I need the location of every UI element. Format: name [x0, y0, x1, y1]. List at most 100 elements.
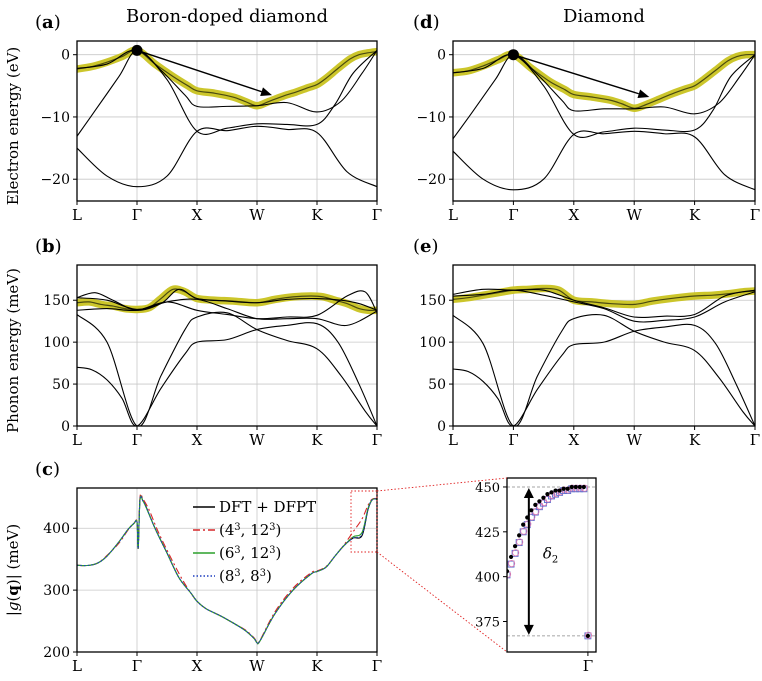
x-tick-label: X	[192, 431, 203, 449]
dft-point	[557, 488, 562, 493]
y-tick-label: 100	[43, 335, 70, 351]
open-circle-point	[520, 527, 528, 535]
y-tick-label: 425	[475, 526, 500, 541]
y-tick-label: 150	[419, 293, 446, 309]
dft-point	[545, 492, 550, 497]
y-axis-label: |g(q)| (meV)	[4, 524, 22, 616]
plot-area-a	[77, 41, 377, 201]
series-line-acoustic2	[453, 314, 755, 426]
series-line-acoustic1	[453, 323, 755, 426]
y-tick-label: 450	[475, 481, 500, 496]
panel-inset: δ2 375 400 425 450 Γ	[475, 477, 597, 675]
plot-area-c	[77, 488, 377, 652]
x-tick-label: Γ	[372, 431, 382, 449]
series-line--8-3-8-3-	[77, 495, 377, 645]
x-tick-label: X	[192, 206, 203, 224]
x-tick-label: L	[72, 431, 82, 449]
delta-arrow-head-up	[523, 487, 534, 498]
dft-point	[537, 499, 542, 504]
open-circle-point	[508, 560, 516, 568]
x-tick-label: K	[311, 657, 323, 675]
series-line-acoustic1	[77, 322, 377, 426]
transition-arrow-head	[260, 87, 272, 96]
panel-b: 0 50 100 150 L Γ X W K Γ (b) Phonon energy (meV)	[4, 236, 382, 449]
x-tick-label: L	[72, 206, 82, 224]
y-tick-label: 150	[43, 293, 70, 309]
x-tick-label: X	[568, 431, 579, 449]
x-tick-label: K	[311, 431, 323, 449]
panel-label: (c)	[35, 459, 60, 480]
x-tick-label: W	[249, 657, 265, 675]
axes-frame	[76, 487, 378, 653]
panel-label: (a)	[35, 12, 61, 33]
axes-frame	[76, 264, 378, 427]
dft-point	[529, 508, 534, 513]
axes-frame	[452, 40, 756, 202]
panel-a: 0 −10 −20 L Γ X W K Γ (a) Boron-doped diamond Elect…	[4, 6, 382, 224]
open-square-point	[511, 549, 519, 557]
delta-arrow-head-down	[523, 624, 534, 635]
dft-point	[561, 486, 566, 491]
panel-label: (d)	[413, 12, 440, 33]
panel-e: 0 50 100 150 L Γ X W K Γ (e)	[413, 236, 760, 449]
y-tick-label: 50	[428, 377, 446, 393]
x-tick-label: W	[249, 431, 265, 449]
open-square-point	[507, 571, 511, 579]
zoom-line-top	[376, 477, 508, 492]
y-tick-label: 0	[437, 48, 446, 64]
y-tick-label: 0	[61, 48, 70, 64]
y-tick-label: −10	[40, 110, 70, 126]
panel-label: (b)	[35, 236, 62, 257]
series-line-band1	[77, 49, 377, 137]
legend-label: (43, 123)	[219, 521, 281, 539]
dft-point	[508, 554, 514, 560]
dft-point	[565, 486, 570, 491]
x-tick-label: K	[689, 206, 701, 224]
x-tick-label: Γ	[508, 206, 518, 224]
dft-point	[585, 633, 591, 638]
x-tick-label: X	[192, 657, 203, 675]
highlight-band	[77, 46, 377, 110]
highlight-band	[453, 50, 755, 112]
plot-area-d	[453, 41, 755, 201]
y-tick-label: −20	[40, 172, 70, 188]
series-line-band1	[453, 54, 755, 140]
x-tick-label: W	[249, 206, 265, 224]
plot-area-e	[453, 265, 755, 426]
x-tick-label: X	[568, 206, 579, 224]
x-tick-label: K	[311, 206, 323, 224]
series-line-optical3	[77, 297, 377, 327]
series-line-optical1	[453, 289, 755, 323]
x-tick-label: K	[689, 431, 701, 449]
axes-frame	[452, 264, 756, 427]
transition-arrow-head	[637, 89, 650, 99]
open-square-point	[584, 632, 592, 640]
x-tick-label: W	[626, 206, 642, 224]
x-tick-label: Γ	[750, 206, 760, 224]
highlight-band	[453, 284, 755, 309]
series-line-acoustic2	[77, 311, 377, 426]
panel-c: 200 300 400 L Γ X W K Γ (c) |g(q)| (meV) DFT + DFPT…	[4, 459, 382, 675]
series-line-optical2	[453, 288, 755, 319]
series-line-optical1	[77, 290, 377, 320]
plot-area-inset	[507, 478, 596, 652]
dft-point	[512, 544, 518, 549]
dft-point	[573, 484, 578, 490]
x-tick-label: Γ	[132, 206, 142, 224]
x-tick-label: L	[448, 431, 458, 449]
panel-title: Diamond	[563, 6, 645, 27]
y-tick-label: 400	[43, 521, 70, 537]
delta-annotation: δ2	[543, 545, 558, 566]
x-tick-label: Γ	[372, 657, 382, 675]
dft-point	[553, 488, 558, 493]
plot-area-b	[77, 265, 377, 426]
transition-arrow-shaft	[136, 49, 262, 93]
x-tick-label: Γ	[132, 431, 142, 449]
dft-point	[521, 522, 526, 527]
panel-d: 0 −10 −20 L Γ X W K Γ (d) Diamond	[413, 6, 760, 224]
x-tick-label: Γ	[372, 206, 382, 224]
dft-point	[577, 484, 582, 490]
dft-point	[549, 490, 554, 495]
x-tick-label: Γ	[750, 431, 760, 449]
